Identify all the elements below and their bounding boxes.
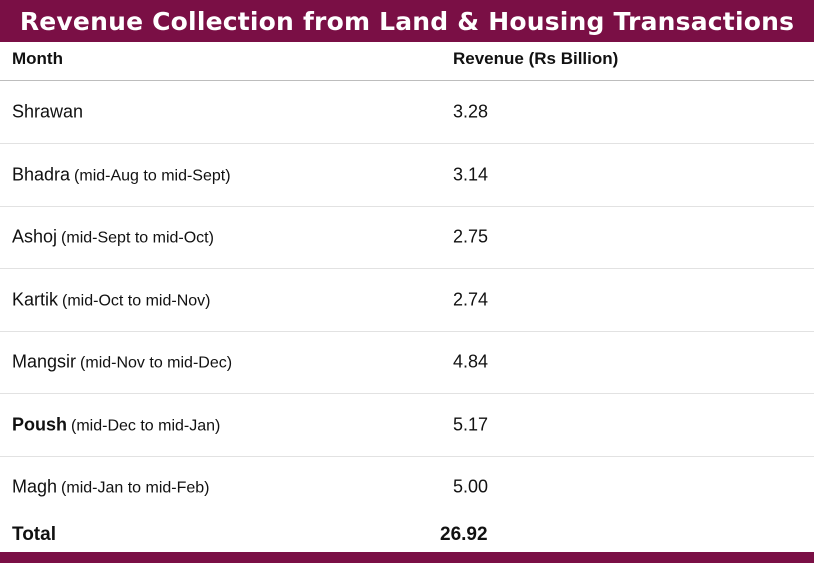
- table-row: Mangsir (mid-Nov to mid-Dec) 4.84: [0, 331, 814, 394]
- revenue-value-cell: 2.75: [453, 226, 489, 247]
- month-name: Mangsir: [12, 351, 77, 372]
- month-cell: Poush (mid-Dec to mid-Jan): [12, 414, 220, 435]
- column-header-month: Month: [12, 49, 63, 68]
- table-header-row: Month Revenue (Rs Billion): [0, 42, 814, 81]
- month-name: Magh: [12, 476, 58, 497]
- table-row: Ashoj (mid-Sept to mid-Oct) 2.75: [0, 206, 814, 269]
- month-date-range: (mid-Jan to mid-Feb): [61, 479, 210, 497]
- table-row: Shrawan 3.28: [0, 81, 814, 144]
- table-row: Poush (mid-Dec to mid-Jan) 5.17: [0, 394, 814, 457]
- revenue-value-cell: 3.14: [453, 164, 489, 184]
- revenue-value-cell: 2.74: [453, 289, 489, 309]
- table-row: Bhadra (mid-Aug to mid-Sept) 3.14: [0, 144, 814, 207]
- month-date-range: (mid-Dec to mid-Jan): [71, 417, 221, 434]
- month-cell: Ashoj (mid-Sept to mid-Oct): [12, 227, 214, 248]
- column-header-revenue: Revenue (Rs Billion): [453, 49, 619, 68]
- bottom-accent-bar: [0, 552, 814, 563]
- month-name: Bhadra: [12, 164, 71, 184]
- total-label: Total: [12, 524, 56, 545]
- month-cell: Shrawan: [12, 102, 83, 123]
- table-row: Magh (mid-Jan to mid-Feb) 5.00: [0, 456, 814, 518]
- total-row: Total 26.92: [0, 518, 814, 552]
- table-title: Revenue Collection from Land & Housing T…: [0, 0, 814, 42]
- revenue-value-cell: 5.17: [453, 414, 489, 434]
- month-date-range: (mid-Nov to mid-Dec): [80, 354, 233, 372]
- month-name: Ashoj: [12, 226, 58, 247]
- month-cell: Mangsir (mid-Nov to mid-Dec): [12, 352, 232, 373]
- total-value: 26.92: [440, 524, 488, 545]
- month-name: Shrawan: [12, 101, 84, 122]
- month-cell: Bhadra (mid-Aug to mid-Sept): [12, 164, 231, 185]
- table-row: Kartik (mid-Oct to mid-Nov) 2.74: [0, 269, 814, 332]
- revenue-value-cell: 4.84: [453, 351, 489, 372]
- revenue-value-cell: 3.28: [453, 101, 489, 122]
- month-name: Kartik: [12, 289, 59, 309]
- month-date-range: (mid-Sept to mid-Oct): [61, 229, 214, 247]
- month-cell: Kartik (mid-Oct to mid-Nov): [12, 289, 210, 310]
- month-date-range: (mid-Oct to mid-Nov): [62, 292, 211, 309]
- month-date-range: (mid-Aug to mid-Sept): [74, 167, 231, 184]
- month-name: Poush: [12, 414, 68, 434]
- month-cell: Magh (mid-Jan to mid-Feb): [12, 477, 210, 498]
- revenue-value-cell: 5.00: [453, 476, 489, 497]
